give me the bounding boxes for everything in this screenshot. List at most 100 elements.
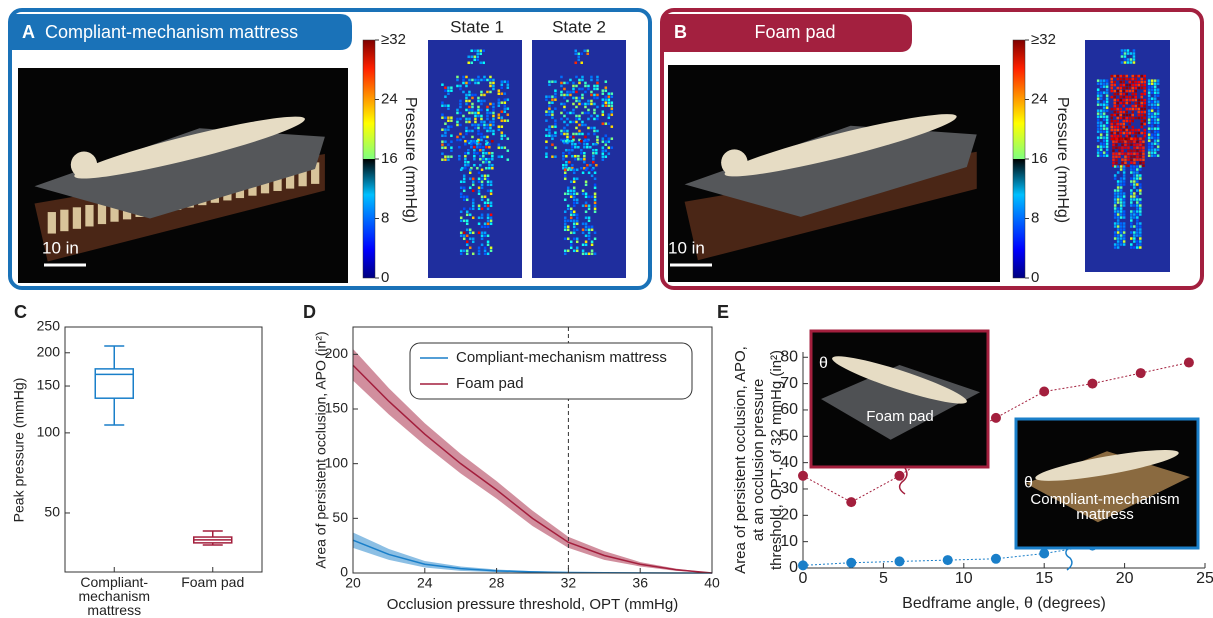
pressure-cell [460, 181, 463, 184]
pressure-cell [472, 199, 475, 202]
colorbar-label: Pressure (mmHg) [1054, 97, 1071, 223]
pressure-cell [566, 133, 569, 136]
pressure-cell [573, 214, 576, 217]
pressure-cell [588, 226, 591, 229]
pressure-cell [484, 253, 487, 256]
pressure-cell [464, 167, 467, 170]
x-tick-label: Compliant-mechanism mattress [69, 575, 159, 617]
pressure-cell [1135, 99, 1138, 102]
pressure-cell [545, 128, 548, 131]
pressure-cell [602, 137, 605, 140]
pressure-cell [1103, 106, 1106, 109]
pressure-cell [1135, 96, 1138, 99]
pressure-cell [1123, 216, 1126, 219]
pressure-cell [464, 152, 467, 155]
pressure-cell [1120, 165, 1123, 168]
pressure-cell [588, 220, 591, 223]
pressure-cell [463, 250, 466, 253]
pressure-cell [1132, 93, 1135, 96]
pressure-cell [1114, 231, 1117, 234]
pressure-cell [587, 85, 590, 88]
pressure-cell [1114, 75, 1117, 78]
pressure-cell [491, 140, 494, 143]
pressure-cell [1117, 87, 1120, 90]
pressure-cell [582, 253, 585, 256]
pressure-cell [482, 152, 485, 155]
pressure-cell [1136, 140, 1139, 143]
pressure-cell [565, 155, 568, 158]
pressure-cell [476, 152, 479, 155]
pressure-cell [1130, 52, 1133, 55]
pressure-cell [477, 127, 480, 130]
pressure-cell [480, 115, 483, 118]
pressure-cell [571, 155, 574, 158]
pressure-cell [1111, 75, 1114, 78]
pressure-cell [1114, 120, 1117, 123]
pressure-cell [1130, 152, 1133, 155]
pressure-cell [576, 199, 579, 202]
pressure-cell [1135, 129, 1138, 132]
pressure-cell [473, 59, 476, 62]
pressure-cell [1144, 87, 1147, 90]
pressure-cell [1136, 165, 1139, 168]
pressure-cell [487, 235, 490, 238]
pressure-cell [582, 250, 585, 253]
pressure-cell [1106, 79, 1109, 82]
pressure-cell [1136, 231, 1139, 234]
pressure-cell [479, 149, 482, 152]
pressure-cell [1139, 225, 1142, 228]
pressure-cell [1133, 149, 1136, 152]
pressure-cell [476, 53, 479, 56]
mannequin-head [721, 149, 748, 176]
pressure-cell [489, 130, 492, 133]
pressure-cell [608, 98, 611, 101]
pressure-cell [471, 112, 474, 115]
pressure-cell [487, 190, 490, 193]
y-tick-label: 50 [332, 509, 348, 525]
pressure-cell [472, 238, 475, 241]
pressure-cell [1123, 120, 1126, 123]
pressure-cell [447, 86, 450, 89]
pressure-cell [591, 226, 594, 229]
pressure-cell [1103, 136, 1106, 139]
pressure-cell [1117, 78, 1120, 81]
pressure-cell [548, 80, 551, 83]
pressure-cell [1135, 132, 1138, 135]
pressure-cell [1117, 183, 1120, 186]
pressure-cell [472, 181, 475, 184]
pressure-cell [583, 140, 586, 143]
pressure-cell [592, 158, 595, 161]
figure: A Compliant-mechanism mattress B Foam pa… [0, 0, 1213, 615]
pressure-cell [470, 143, 473, 146]
pressure-cell [1151, 91, 1154, 94]
pressure-cell [1114, 243, 1117, 246]
pressure-cell [1151, 118, 1154, 121]
pressure-cell [1144, 105, 1147, 108]
pressure-cell [580, 62, 583, 65]
colorbar-tick-label: 24 [1031, 90, 1048, 107]
pressure-cell [1126, 84, 1129, 87]
pressure-cell [492, 115, 495, 118]
pressure-cell [1124, 161, 1127, 164]
pressure-cell [1097, 97, 1100, 100]
pressure-cell [1132, 111, 1135, 114]
pressure-cell [1123, 183, 1126, 186]
pressure-cell [507, 158, 510, 161]
pressure-cell [1103, 85, 1106, 88]
pressure-cell [594, 211, 597, 214]
pressure-cell [480, 124, 483, 127]
pressure-cell [588, 235, 591, 238]
pressure-cell [577, 53, 580, 56]
pressure-cell [465, 97, 468, 100]
pressure-cell [1117, 213, 1120, 216]
pressure-cell [560, 103, 563, 106]
pressure-cell [1154, 133, 1157, 136]
pressure-cell [1118, 137, 1121, 140]
pressure-cell [1123, 168, 1126, 171]
pressure-cell [478, 217, 481, 220]
pressure-cell [507, 83, 510, 86]
pressure-cell [1135, 93, 1138, 96]
pressure-cell [462, 91, 465, 94]
pressure-cell [1124, 146, 1127, 149]
pressure-cell [584, 136, 587, 139]
